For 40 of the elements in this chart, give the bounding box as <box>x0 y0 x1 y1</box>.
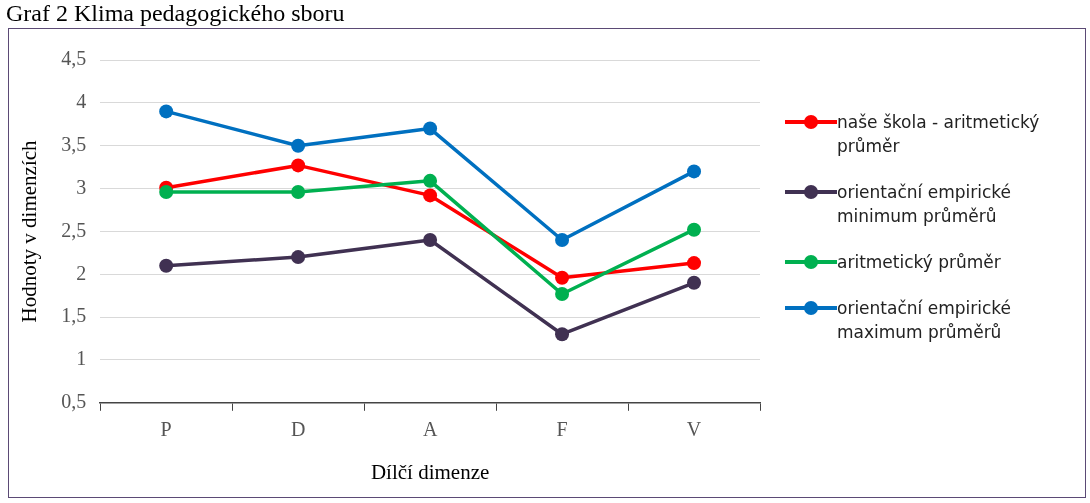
legend-label: naše škola - aritmetický průměr <box>837 111 1041 158</box>
point <box>159 258 174 273</box>
y-axis-title: Hodnoty v dimenzích <box>17 139 42 323</box>
point <box>291 158 306 173</box>
point <box>555 270 570 285</box>
y-tick-label: 2 <box>76 261 87 284</box>
point <box>423 173 438 188</box>
y-tick-label: 1 <box>76 347 87 370</box>
point <box>687 275 702 290</box>
x-tick-label: D <box>290 418 306 441</box>
x-tick-label: A <box>422 418 438 441</box>
y-tick-label: 0,5 <box>61 390 87 413</box>
y-tick-label: 2,5 <box>61 218 87 241</box>
x-tick-label: P <box>160 418 172 441</box>
point <box>687 222 702 237</box>
y-tick-label: 4,5 <box>61 47 87 70</box>
legend-label: orientační empirické maximum průměrů <box>837 297 1012 344</box>
point <box>291 138 306 153</box>
point <box>555 327 570 342</box>
point <box>159 184 174 199</box>
point <box>291 250 306 265</box>
point <box>423 188 438 203</box>
point <box>687 164 702 179</box>
point <box>159 104 174 119</box>
point <box>687 256 702 271</box>
y-tick-label: 3,5 <box>61 132 87 155</box>
y-tick-label: 3 <box>76 175 87 198</box>
x-axis-title: Dílčí dimenze <box>370 459 490 484</box>
point <box>555 232 570 247</box>
y-tick-label: 4 <box>76 90 87 113</box>
point <box>555 286 570 301</box>
x-tick-label: F <box>556 418 568 441</box>
point <box>423 121 438 136</box>
y-tick-label: 1,5 <box>61 304 87 327</box>
point <box>423 232 438 247</box>
point <box>291 184 306 199</box>
x-tick-label: V <box>686 418 702 441</box>
legend-label: aritmetický průměr <box>837 251 1001 274</box>
chart-title: Graf 2 Klima pedagogického sboru <box>6 0 345 26</box>
legend-label: orientační empirické minimum průměrů <box>837 181 1012 228</box>
